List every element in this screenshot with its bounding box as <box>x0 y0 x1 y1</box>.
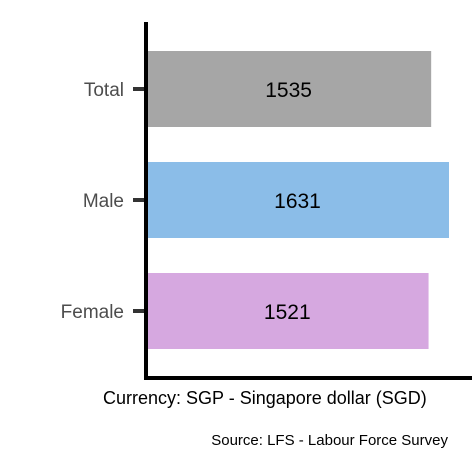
y-tick-label-total: Total <box>84 80 124 101</box>
ticks-layer: Total Male Female <box>61 80 146 323</box>
data-label-total: 1535 <box>265 79 312 102</box>
y-tick-label-female: Female <box>61 302 124 323</box>
bar-total <box>146 51 432 127</box>
bars-layer: 1535 1631 1521 <box>146 51 449 349</box>
data-label-male: 1631 <box>274 190 321 213</box>
bar-female <box>146 273 429 349</box>
source-caption: Source: LFS - Labour Force Survey <box>211 432 448 449</box>
x-axis-title: Currency: SGP - Singapore dollar (SGD) <box>103 388 427 408</box>
bar-male <box>146 162 449 238</box>
y-tick-label-male: Male <box>83 191 124 212</box>
data-label-female: 1521 <box>264 301 311 324</box>
